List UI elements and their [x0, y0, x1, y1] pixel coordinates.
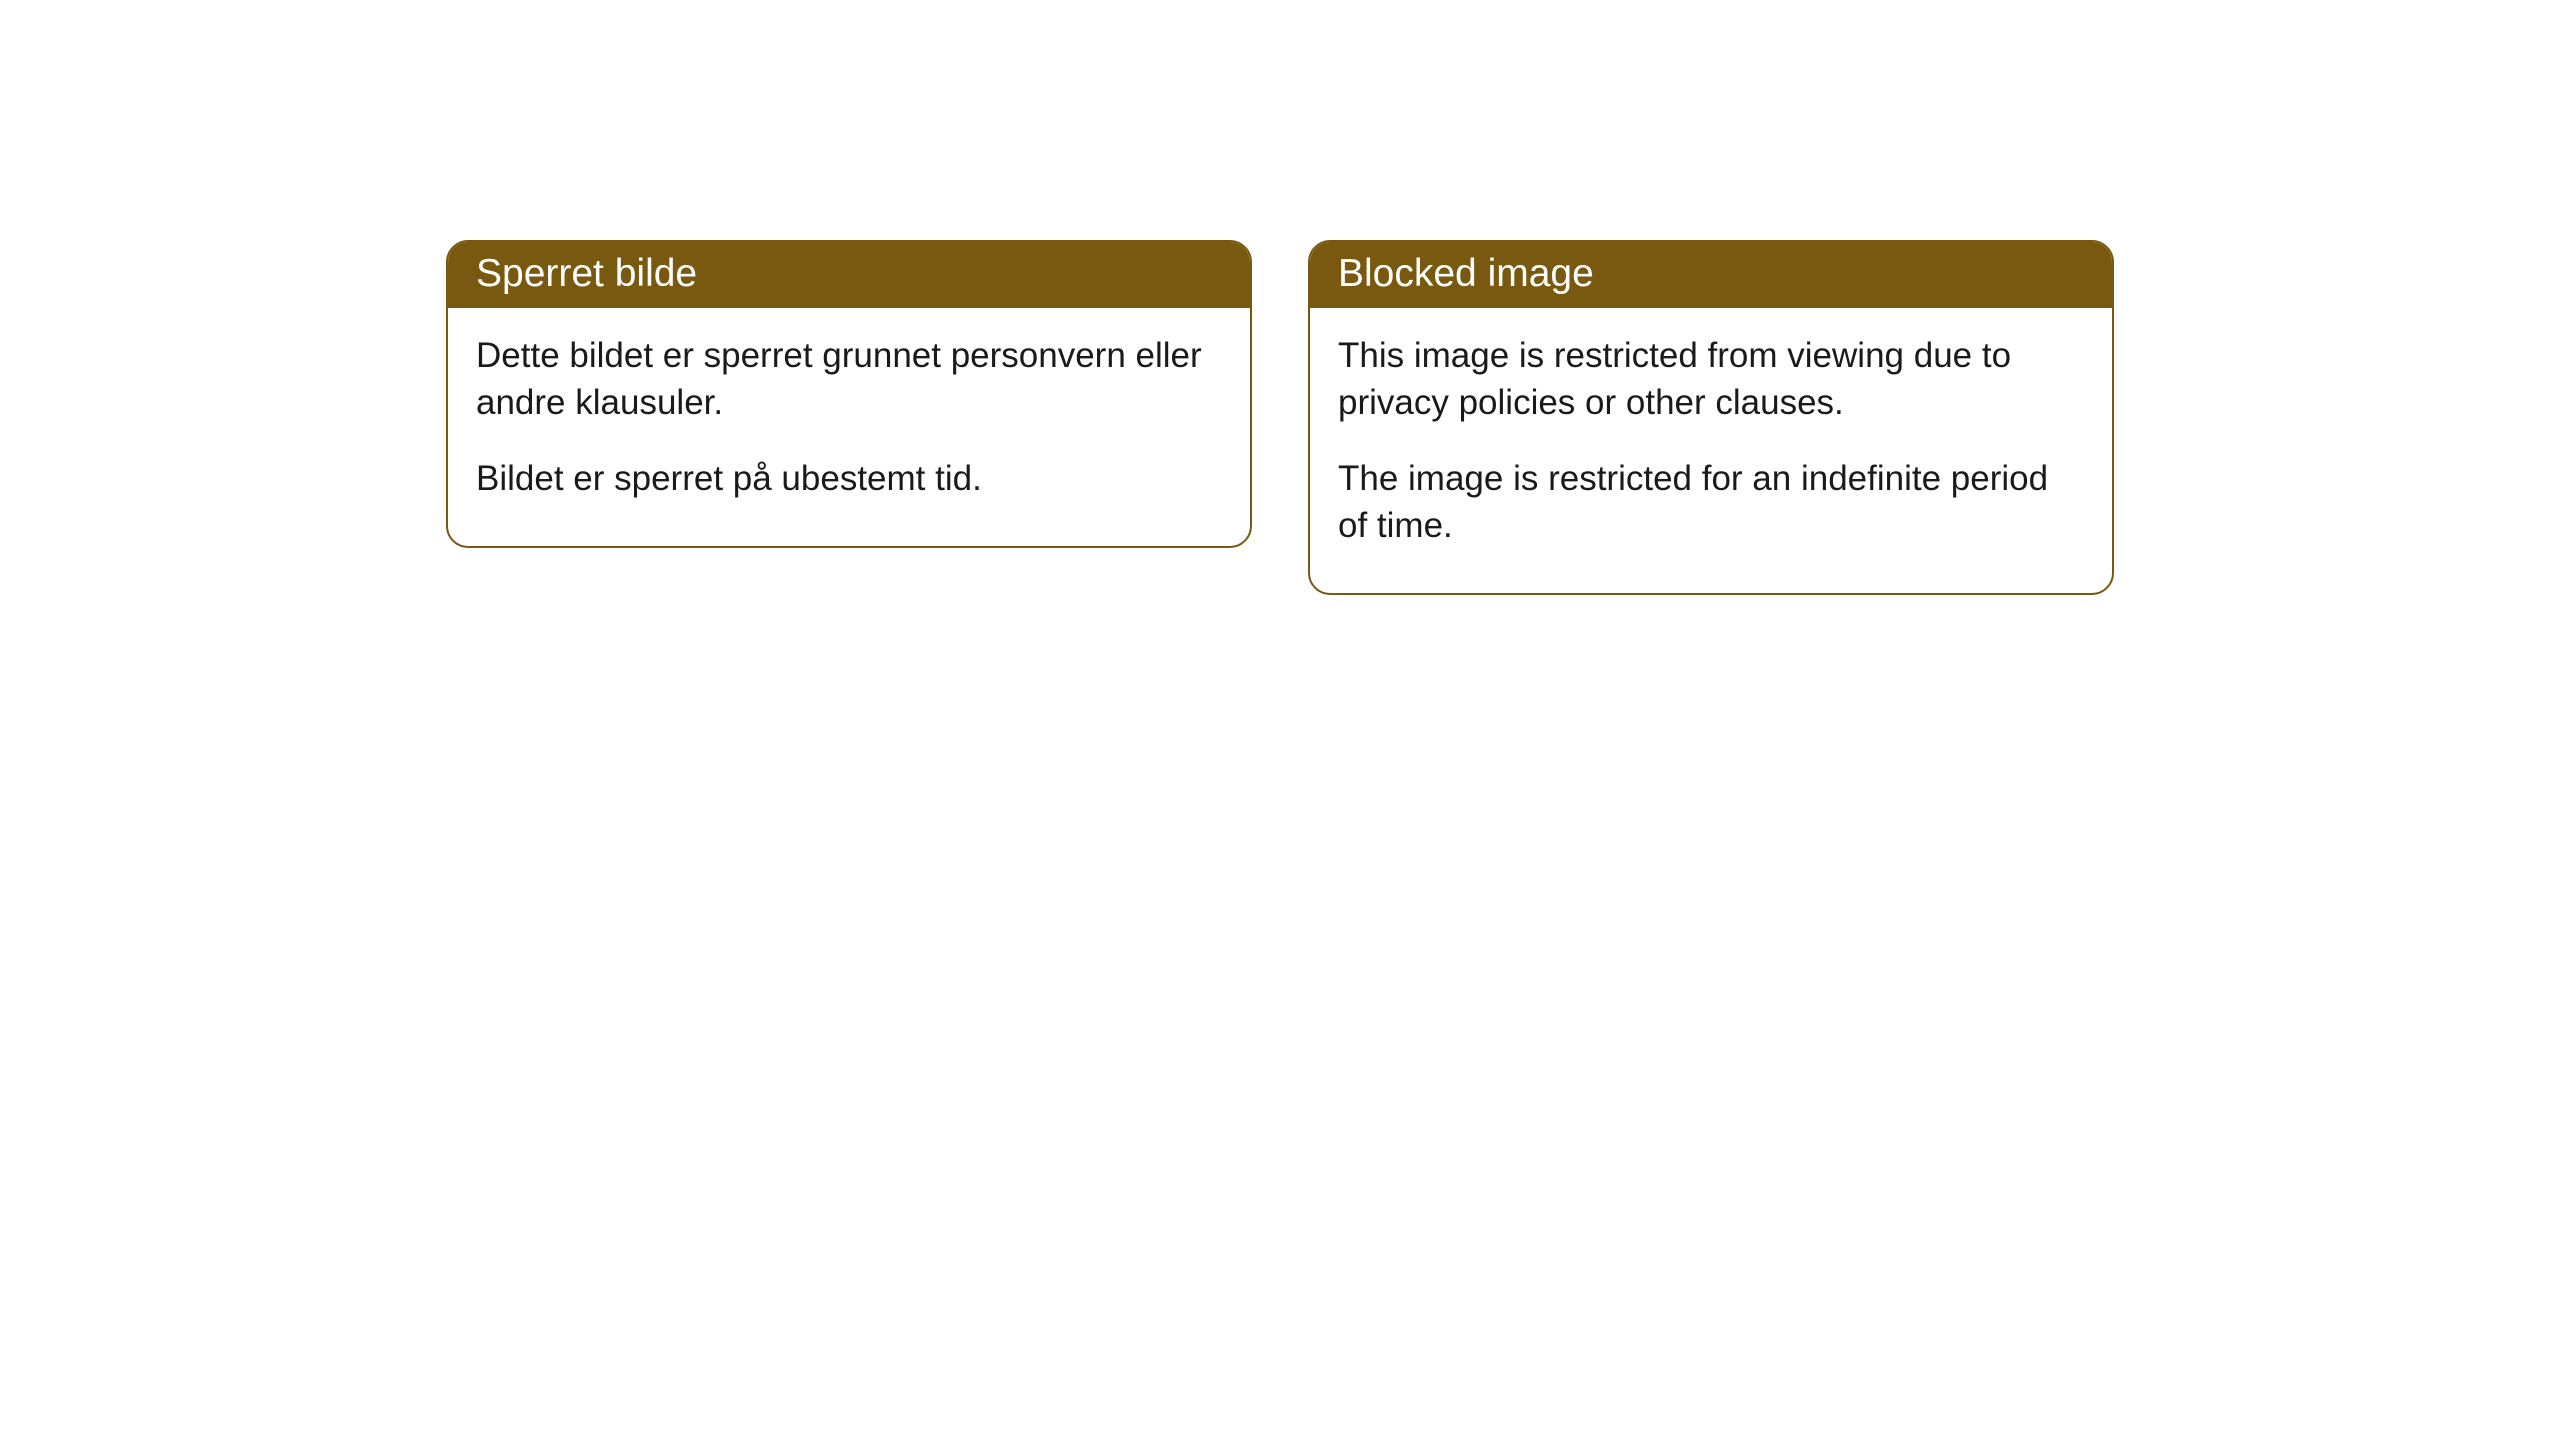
card-para2-en: The image is restricted for an indefinit… [1338, 455, 2084, 550]
cards-container: Sperret bilde Dette bildet er sperret gr… [446, 240, 2114, 1440]
card-header-en: Blocked image [1310, 242, 2112, 308]
blocked-image-card-en: Blocked image This image is restricted f… [1308, 240, 2114, 595]
card-body-no: Dette bildet er sperret grunnet personve… [448, 308, 1250, 546]
card-para1-no: Dette bildet er sperret grunnet personve… [476, 332, 1222, 427]
card-para1-en: This image is restricted from viewing du… [1338, 332, 2084, 427]
blocked-image-card-no: Sperret bilde Dette bildet er sperret gr… [446, 240, 1252, 548]
card-para2-no: Bildet er sperret på ubestemt tid. [476, 455, 1222, 502]
card-header-no: Sperret bilde [448, 242, 1250, 308]
card-body-en: This image is restricted from viewing du… [1310, 308, 2112, 593]
